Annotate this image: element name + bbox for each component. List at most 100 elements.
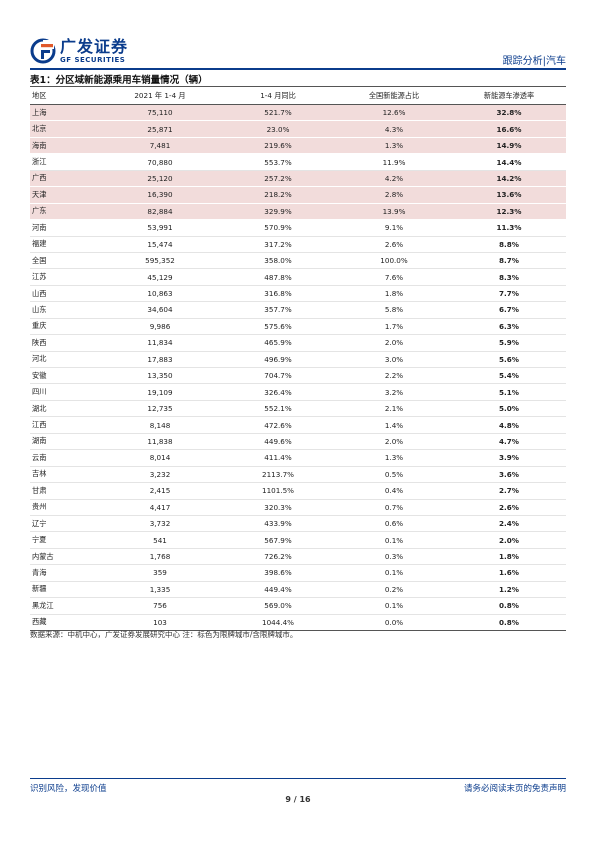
cell-yoy: 326.4%: [220, 383, 336, 401]
cell-penetration: 16.6%: [452, 120, 566, 138]
cell-share: 0.7%: [336, 499, 452, 516]
table-row: 重庆 9,986 575.6% 1.7% 6.3%: [30, 318, 566, 336]
col-header-penetration: 新能源车渗透率: [452, 86, 566, 105]
cell-penetration: 8.3%: [452, 268, 566, 286]
cell-yoy: 357.7%: [220, 301, 336, 319]
cell-yoy: 1044.4%: [220, 614, 336, 632]
table-row: 宁夏 541 567.9% 0.1% 2.0%: [30, 531, 566, 549]
cell-penetration: 1.6%: [452, 564, 566, 582]
cell-sales: 75,110: [100, 104, 220, 122]
cell-region: 宁夏: [30, 531, 100, 549]
cell-region: 云南: [30, 449, 100, 467]
cell-share: 2.0%: [336, 334, 452, 352]
cell-yoy: 521.7%: [220, 104, 336, 122]
table-row: 黑龙江 756 569.0% 0.1% 0.8%: [30, 597, 566, 615]
table-row: 河北 17,883 496.9% 3.0% 5.6%: [30, 351, 566, 369]
cell-sales: 103: [100, 614, 220, 632]
cell-region: 江苏: [30, 268, 100, 286]
cell-region: 黑龙江: [30, 597, 100, 615]
cell-share: 13.9%: [336, 203, 452, 221]
cell-penetration: 2.6%: [452, 499, 566, 516]
cell-yoy: 575.6%: [220, 318, 336, 336]
table-row: 海南 7,481 219.6% 1.3% 14.9%: [30, 137, 566, 155]
table-row: 青海 359 398.6% 0.1% 1.6%: [30, 564, 566, 582]
cell-penetration: 14.2%: [452, 170, 566, 188]
table-row: 广东 82,884 329.9% 13.9% 12.3%: [30, 203, 566, 221]
cell-sales: 70,880: [100, 153, 220, 171]
cell-share: 4.2%: [336, 170, 452, 188]
cell-sales: 3,232: [100, 466, 220, 484]
table-row: 福建 15,474 317.2% 2.6% 8.8%: [30, 236, 566, 253]
table-row: 全国 595,352 358.0% 100.0% 8.7%: [30, 252, 566, 270]
table-row: 河南 53,991 570.9% 9.1% 11.3%: [30, 219, 566, 237]
cell-region: 青海: [30, 564, 100, 582]
cell-yoy: 449.4%: [220, 581, 336, 599]
cell-penetration: 8.7%: [452, 252, 566, 270]
regional-nev-sales-table: 地区 2021 年 1-4 月 1-4 月同比 全国新能源占比 新能源车渗透率 …: [30, 86, 566, 632]
cell-region: 山东: [30, 301, 100, 319]
cell-region: 西藏: [30, 614, 100, 632]
cell-yoy: 2113.7%: [220, 466, 336, 484]
cell-penetration: 14.9%: [452, 137, 566, 155]
cell-yoy: 317.2%: [220, 236, 336, 253]
cell-region: 四川: [30, 383, 100, 401]
cell-yoy: 570.9%: [220, 219, 336, 237]
cell-yoy: 257.2%: [220, 170, 336, 188]
cell-share: 7.6%: [336, 268, 452, 286]
cell-sales: 7,481: [100, 137, 220, 155]
cell-penetration: 12.3%: [452, 203, 566, 221]
report-section: 跟踪分析|汽车: [502, 56, 566, 67]
cell-sales: 25,871: [100, 120, 220, 138]
col-header-yoy: 1-4 月同比: [220, 86, 336, 105]
cell-region: 浙江: [30, 153, 100, 171]
cell-yoy: 487.8%: [220, 268, 336, 286]
cell-share: 3.0%: [336, 351, 452, 369]
cell-share: 100.0%: [336, 252, 452, 270]
table-row: 山东 34,604 357.7% 5.8% 6.7%: [30, 301, 566, 319]
cell-sales: 3,732: [100, 515, 220, 533]
cell-share: 2.8%: [336, 186, 452, 204]
cell-yoy: 465.9%: [220, 334, 336, 352]
cell-penetration: 2.4%: [452, 515, 566, 533]
cell-share: 2.6%: [336, 236, 452, 253]
table-row: 湖南 11,838 449.6% 2.0% 4.7%: [30, 433, 566, 451]
cell-penetration: 0.8%: [452, 614, 566, 632]
table-row: 广西 25,120 257.2% 4.2% 14.2%: [30, 170, 566, 188]
cell-yoy: 567.9%: [220, 531, 336, 549]
cell-yoy: 320.3%: [220, 499, 336, 516]
cell-region: 全国: [30, 252, 100, 270]
cell-yoy: 704.7%: [220, 367, 336, 385]
cell-yoy: 218.2%: [220, 186, 336, 204]
cell-yoy: 552.1%: [220, 400, 336, 418]
cell-share: 12.6%: [336, 104, 452, 122]
cell-sales: 756: [100, 597, 220, 615]
cell-yoy: 398.6%: [220, 564, 336, 582]
cell-yoy: 23.0%: [220, 120, 336, 138]
cell-sales: 11,834: [100, 334, 220, 352]
cell-region: 湖北: [30, 400, 100, 418]
cell-share: 11.9%: [336, 153, 452, 171]
table-row: 上海 75,110 521.7% 12.6% 32.8%: [30, 104, 566, 122]
logo-en-text: GF SECURITIES: [60, 55, 126, 64]
cell-share: 0.1%: [336, 564, 452, 582]
table-row: 浙江 70,880 553.7% 11.9% 14.4%: [30, 153, 566, 171]
table-row: 甘肃 2,415 1101.5% 0.4% 2.7%: [30, 482, 566, 500]
cell-share: 0.4%: [336, 482, 452, 500]
cell-sales: 82,884: [100, 203, 220, 221]
sales-table-container: 地区 2021 年 1-4 月 1-4 月同比 全国新能源占比 新能源车渗透率 …: [30, 86, 566, 632]
cell-penetration: 13.6%: [452, 186, 566, 204]
table-row: 内蒙古 1,768 726.2% 0.3% 1.8%: [30, 548, 566, 566]
cell-penetration: 6.7%: [452, 301, 566, 319]
cell-sales: 19,109: [100, 383, 220, 401]
cell-penetration: 5.6%: [452, 351, 566, 369]
cell-sales: 34,604: [100, 301, 220, 319]
cell-share: 0.6%: [336, 515, 452, 533]
cell-penetration: 8.8%: [452, 236, 566, 253]
footer-disclaimer: 请务必阅读末页的免责声明: [463, 784, 566, 794]
table-row: 江苏 45,129 487.8% 7.6% 8.3%: [30, 268, 566, 286]
cell-sales: 53,991: [100, 219, 220, 237]
cell-region: 陕西: [30, 334, 100, 352]
cell-sales: 1,768: [100, 548, 220, 566]
cell-penetration: 1.2%: [452, 581, 566, 599]
footer-slogan: 识别风险，发现价值: [30, 784, 107, 794]
